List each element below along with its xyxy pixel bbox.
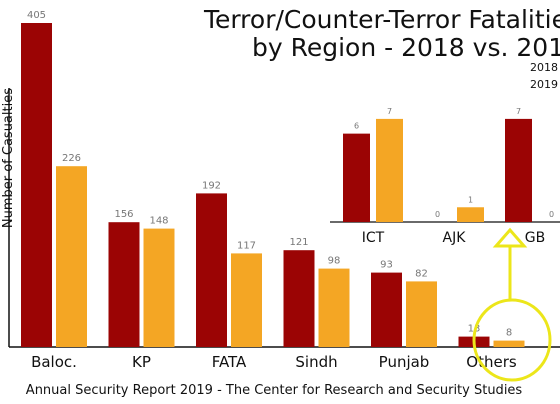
data-label-sindh-2019: 98: [328, 256, 341, 267]
main-bars: 405 226 Baloc. 156 148 KP 192 117 FATA 121 98 Sindh…: [21, 10, 525, 371]
bar-baloc-2018: [21, 23, 52, 347]
bar-sindh-2018: [283, 250, 315, 347]
bar-kp-2018: [108, 222, 140, 347]
category-label-gb: GB: [525, 230, 545, 246]
category-label-punjab: Punjab: [379, 353, 430, 371]
legend-entry-2019: 2019: [530, 78, 558, 91]
bar-fata-2019: [231, 253, 262, 347]
bar-others-2019: [493, 340, 525, 347]
data-label-others-2019: 8: [506, 328, 512, 339]
data-label-ict-2019: 7: [387, 107, 392, 116]
data-label-fata-2018: 192: [202, 180, 221, 191]
category-label-sindh: Sindh: [295, 353, 337, 371]
category-label-others: Others: [466, 353, 517, 371]
source-caption: Annual Security Report 2019 - The Center…: [26, 383, 523, 398]
category-label-ajk: AJK: [443, 230, 467, 246]
chart-title-line-1: Terror/Counter-Terror Fatalities: [203, 5, 560, 34]
category-label-baloc: Baloc.: [31, 353, 77, 371]
bar-baloc-2019: [56, 166, 87, 347]
data-label-baloc-2019: 226: [62, 153, 81, 164]
bar-punjab-2019: [406, 281, 437, 347]
data-label-kp-2019: 148: [149, 216, 168, 227]
others-highlight: [472, 227, 552, 382]
category-label-fata: FATA: [212, 353, 247, 371]
bar-fata-2018: [196, 193, 227, 347]
data-label-ajk-2018: 0: [435, 210, 440, 219]
data-label-kp-2018: 156: [114, 209, 133, 220]
data-label-fata-2019: 117: [237, 240, 256, 251]
bar-sindh-2019: [318, 268, 350, 347]
highlight-circle: [472, 298, 552, 382]
data-label-gb-2019: 0: [549, 210, 554, 219]
bar-gb-2018: [505, 118, 532, 222]
bar-ajk-2019: [457, 207, 484, 222]
bar-kp-2019: [143, 228, 175, 347]
data-label-sindh-2018: 121: [289, 237, 308, 248]
highlight-arrow-icon: [492, 227, 528, 248]
bar-ict-2018: [343, 133, 370, 222]
data-label-punjab-2018: 93: [380, 260, 393, 271]
category-label-kp: KP: [132, 353, 151, 371]
legend-entry-2018: 2018: [530, 61, 558, 74]
bar-ict-2019: [376, 118, 403, 222]
bar-punjab-2018: [371, 272, 402, 347]
data-label-gb-2018: 7: [516, 107, 521, 116]
category-label-ict: ICT: [362, 230, 385, 246]
data-label-ict-2018: 6: [354, 122, 359, 131]
inset-bars: 6 7 ICT 0 1 AJK 7 0 GB: [343, 107, 554, 246]
data-label-ajk-2019: 1: [468, 195, 473, 204]
chart-title-line-2: by Region - 2018 vs. 2019: [252, 33, 560, 62]
data-label-punjab-2019: 82: [415, 268, 428, 279]
data-label-baloc-2018: 405: [27, 10, 46, 21]
